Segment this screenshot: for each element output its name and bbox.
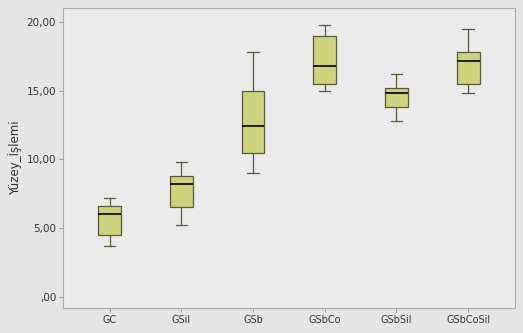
Y-axis label: Yüzey_İşlemi: Yüzey_İşlemi: [8, 121, 22, 195]
Bar: [170, 176, 193, 207]
Bar: [98, 206, 121, 235]
Bar: [385, 88, 408, 107]
Bar: [313, 36, 336, 84]
Bar: [242, 91, 265, 153]
Bar: [457, 52, 480, 84]
